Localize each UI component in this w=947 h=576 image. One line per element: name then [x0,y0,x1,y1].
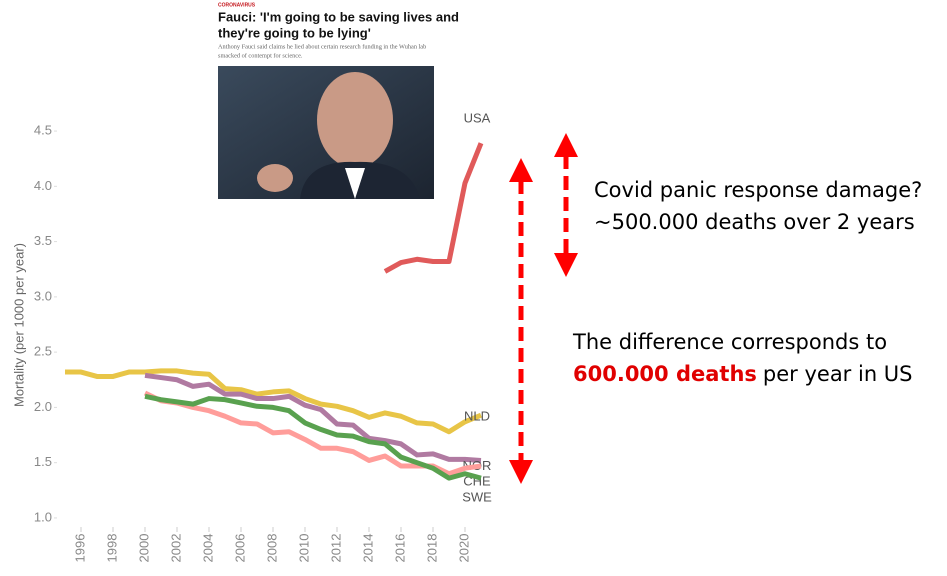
line [144,393,482,481]
annotation-highlight: 600.000 deaths [573,362,757,386]
y-tick-label: 1.0 [34,509,52,524]
x-tick-label: 2018 [424,534,439,563]
annotation: ~500.000 deaths over 2 years [594,210,915,234]
annotation: The difference corresponds to [572,330,887,354]
x-tick-label: 2014 [360,534,375,563]
y-axis-label: Mortality (per 1000 per year) [11,243,26,407]
x-tick-label: 1996 [72,534,87,563]
news-headline: Fauci: 'I'm going to be saving lives and [218,9,459,24]
y-tick-label: 3.5 [34,233,52,248]
y-tick-label: 4.0 [34,178,52,193]
news-category: CORONAVIRUS [218,2,256,8]
x-tick-label: 2004 [200,534,215,563]
x-tick-label: 2008 [264,534,279,563]
x-tick-label: 2000 [136,534,151,563]
line [65,368,482,435]
series-label: SWE [462,490,492,505]
line [383,142,484,274]
annotation: per year in US [763,362,913,386]
annotation: 600.000 deaths per year in US [573,362,913,386]
line [144,372,482,463]
news-summary: smacked of contempt for science. [218,52,303,59]
series-label: NLD [464,409,490,424]
annotation: Covid panic response damage? [594,178,922,202]
y-tick-label: 1.5 [34,454,52,469]
arrow [509,133,578,484]
x-tick-label: 2012 [328,534,343,563]
x-tick-label: 2010 [296,534,311,563]
x-tick-label: 2006 [232,534,247,563]
news-headline: they're going to be lying' [218,25,371,40]
y-tick-label: 2.5 [34,344,52,359]
news-photo [218,66,434,199]
y-tick-label: 4.5 [34,122,52,137]
x-tick-label: 2016 [392,534,407,563]
x-tick-label: 2020 [456,534,471,563]
y-tick-label: 2.0 [34,399,52,414]
news-summary: Anthony Fauci said claims he lied about … [218,43,426,50]
series-label: USA [464,111,491,126]
y-tick-label: 3.0 [34,288,52,303]
x-tick-label: 1998 [104,534,119,563]
x-tick-label: 2002 [168,534,183,563]
